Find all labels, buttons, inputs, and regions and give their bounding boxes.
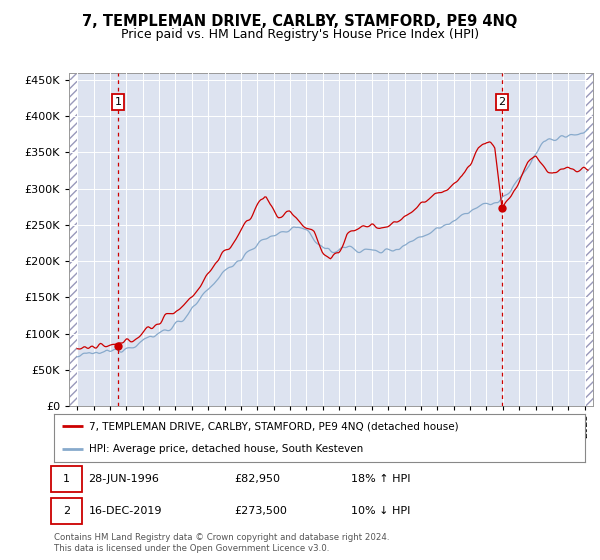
Text: 2: 2 bbox=[63, 506, 70, 516]
Text: Contains HM Land Registry data © Crown copyright and database right 2024.
This d: Contains HM Land Registry data © Crown c… bbox=[54, 533, 389, 553]
Text: 7, TEMPLEMAN DRIVE, CARLBY, STAMFORD, PE9 4NQ (detached house): 7, TEMPLEMAN DRIVE, CARLBY, STAMFORD, PE… bbox=[89, 421, 458, 431]
Text: £273,500: £273,500 bbox=[235, 506, 287, 516]
Text: 7, TEMPLEMAN DRIVE, CARLBY, STAMFORD, PE9 4NQ: 7, TEMPLEMAN DRIVE, CARLBY, STAMFORD, PE… bbox=[82, 14, 518, 29]
Text: 1: 1 bbox=[63, 474, 70, 484]
FancyBboxPatch shape bbox=[52, 466, 82, 492]
FancyBboxPatch shape bbox=[52, 498, 82, 524]
Text: 18% ↑ HPI: 18% ↑ HPI bbox=[352, 474, 411, 484]
Text: 10% ↓ HPI: 10% ↓ HPI bbox=[352, 506, 411, 516]
Text: 16-DEC-2019: 16-DEC-2019 bbox=[89, 506, 162, 516]
Bar bbox=[69, 73, 77, 406]
Text: 28-JUN-1996: 28-JUN-1996 bbox=[89, 474, 160, 484]
Bar bbox=[584, 73, 593, 406]
Text: £82,950: £82,950 bbox=[235, 474, 281, 484]
Text: 2: 2 bbox=[499, 97, 506, 107]
Text: Price paid vs. HM Land Registry's House Price Index (HPI): Price paid vs. HM Land Registry's House … bbox=[121, 28, 479, 41]
Text: HPI: Average price, detached house, South Kesteven: HPI: Average price, detached house, Sout… bbox=[89, 444, 363, 454]
Text: 1: 1 bbox=[115, 97, 121, 107]
